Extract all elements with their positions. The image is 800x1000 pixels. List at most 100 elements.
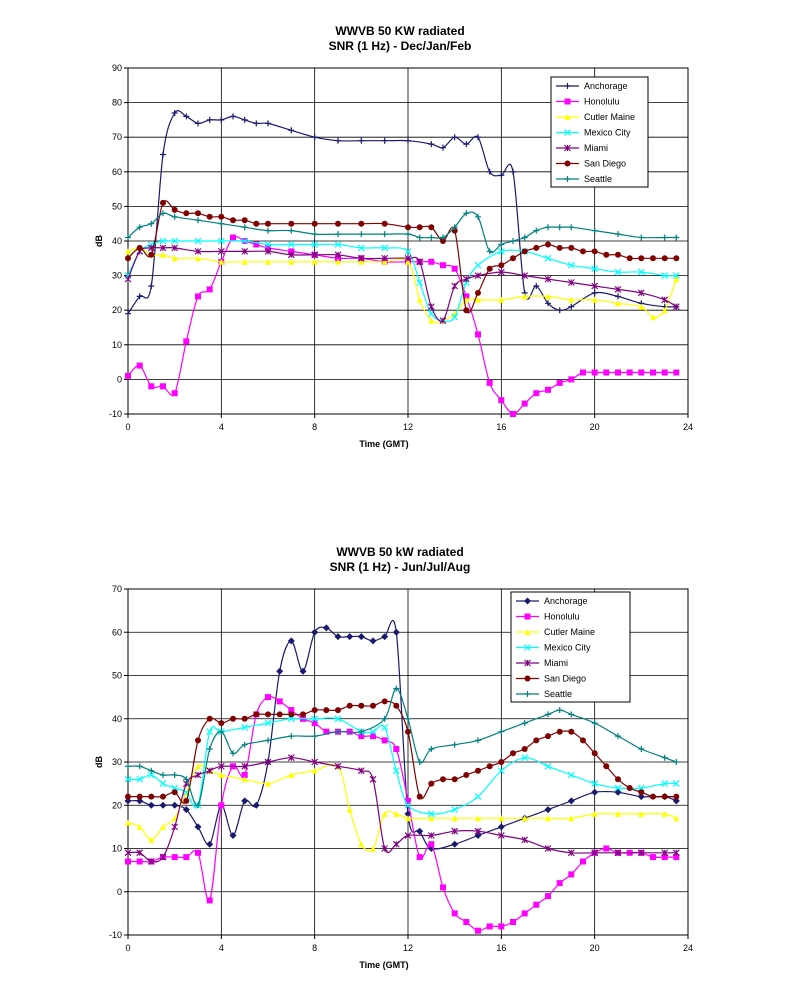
- data-point: [405, 224, 411, 231]
- data-point: [253, 220, 260, 227]
- data-point: [428, 780, 435, 787]
- data-point: [673, 793, 680, 800]
- data-point: [370, 733, 376, 740]
- data-point: [451, 265, 458, 272]
- data-point: [218, 802, 225, 809]
- data-point: [241, 248, 249, 255]
- data-point: [241, 258, 248, 265]
- data-point: [568, 303, 575, 310]
- data-point: [440, 884, 446, 891]
- data-point: [358, 728, 365, 735]
- data-point: [580, 369, 586, 376]
- data-point: [545, 815, 551, 822]
- data-point: [463, 772, 470, 778]
- summer-y-tick-label: 60: [112, 627, 122, 637]
- data-point: [124, 775, 132, 783]
- data-point: [661, 793, 668, 800]
- data-point: [638, 234, 645, 241]
- summer-x-tick-label: 4: [219, 943, 224, 953]
- data-point: [264, 719, 272, 727]
- data-point: [416, 296, 423, 303]
- data-point: [265, 258, 271, 265]
- legend-item: Mexico City: [556, 128, 631, 138]
- data-point: [217, 248, 225, 255]
- data-point: [148, 793, 155, 800]
- data-point: [521, 746, 528, 752]
- data-point: [392, 628, 400, 636]
- data-point: [370, 702, 376, 709]
- data-point: [474, 827, 482, 835]
- data-point: [183, 854, 190, 861]
- data-point: [241, 772, 248, 778]
- data-point: [568, 815, 575, 822]
- data-point: [217, 237, 225, 245]
- winter-x-tick-label: 8: [312, 422, 317, 432]
- data-point: [334, 762, 342, 770]
- data-point: [323, 707, 330, 714]
- legend-label: Seattle: [584, 174, 612, 184]
- data-point: [148, 283, 155, 289]
- data-point: [159, 244, 167, 252]
- data-point: [661, 307, 668, 314]
- data-point: [335, 231, 341, 238]
- legend-label: San Diego: [584, 159, 626, 169]
- data-point: [673, 234, 680, 241]
- data-point: [533, 244, 540, 251]
- data-point: [451, 224, 458, 231]
- data-point: [358, 258, 365, 265]
- data-point: [451, 776, 458, 783]
- data-point: [195, 737, 201, 744]
- data-point: [544, 275, 552, 283]
- data-point: [428, 841, 435, 848]
- data-point: [497, 268, 505, 276]
- data-point: [230, 234, 236, 241]
- data-point: [288, 711, 295, 718]
- data-point: [381, 231, 388, 238]
- data-point: [650, 314, 656, 321]
- data-point: [463, 293, 470, 300]
- data-point: [510, 255, 516, 262]
- data-point: [369, 637, 377, 645]
- data-point: [299, 667, 307, 675]
- winter-x-tick-label: 24: [683, 422, 693, 432]
- legend-item: Honolulu: [556, 97, 620, 107]
- summer-y-tick-label: 20: [112, 800, 122, 810]
- data-point: [287, 754, 295, 762]
- data-point: [475, 296, 481, 303]
- data-point: [171, 390, 178, 397]
- data-point: [451, 282, 459, 290]
- data-point: [218, 258, 225, 265]
- data-point: [427, 810, 435, 818]
- data-point: [567, 261, 575, 269]
- data-point: [463, 919, 470, 925]
- data-point: [276, 667, 284, 675]
- data-point: [194, 237, 202, 245]
- summer-series-san-diego: [125, 698, 680, 804]
- data-point: [451, 741, 458, 748]
- data-point: [334, 251, 342, 259]
- data-point: [591, 282, 599, 290]
- data-point: [369, 728, 377, 736]
- winter-y-tick-label: 40: [112, 236, 122, 246]
- data-point: [650, 793, 656, 800]
- data-point: [638, 303, 645, 310]
- data-point: [405, 715, 411, 722]
- data-point: [125, 763, 131, 770]
- legend-item: Anchorage: [556, 81, 628, 91]
- summer-x-tick-label: 16: [496, 943, 506, 953]
- data-point: [405, 231, 411, 238]
- data-point: [486, 379, 493, 386]
- data-point: [206, 767, 214, 775]
- summer-y-tick-label: 0: [117, 887, 122, 897]
- data-point: [405, 137, 411, 144]
- data-point: [311, 733, 318, 740]
- data-point: [638, 746, 645, 752]
- data-point: [416, 279, 424, 286]
- data-point: [661, 754, 668, 761]
- data-point: [381, 220, 388, 227]
- data-point: [392, 840, 400, 848]
- data-point: [615, 369, 621, 376]
- data-point: [311, 241, 319, 248]
- summer-series-mexico-city: [124, 715, 680, 818]
- data-point: [404, 801, 412, 809]
